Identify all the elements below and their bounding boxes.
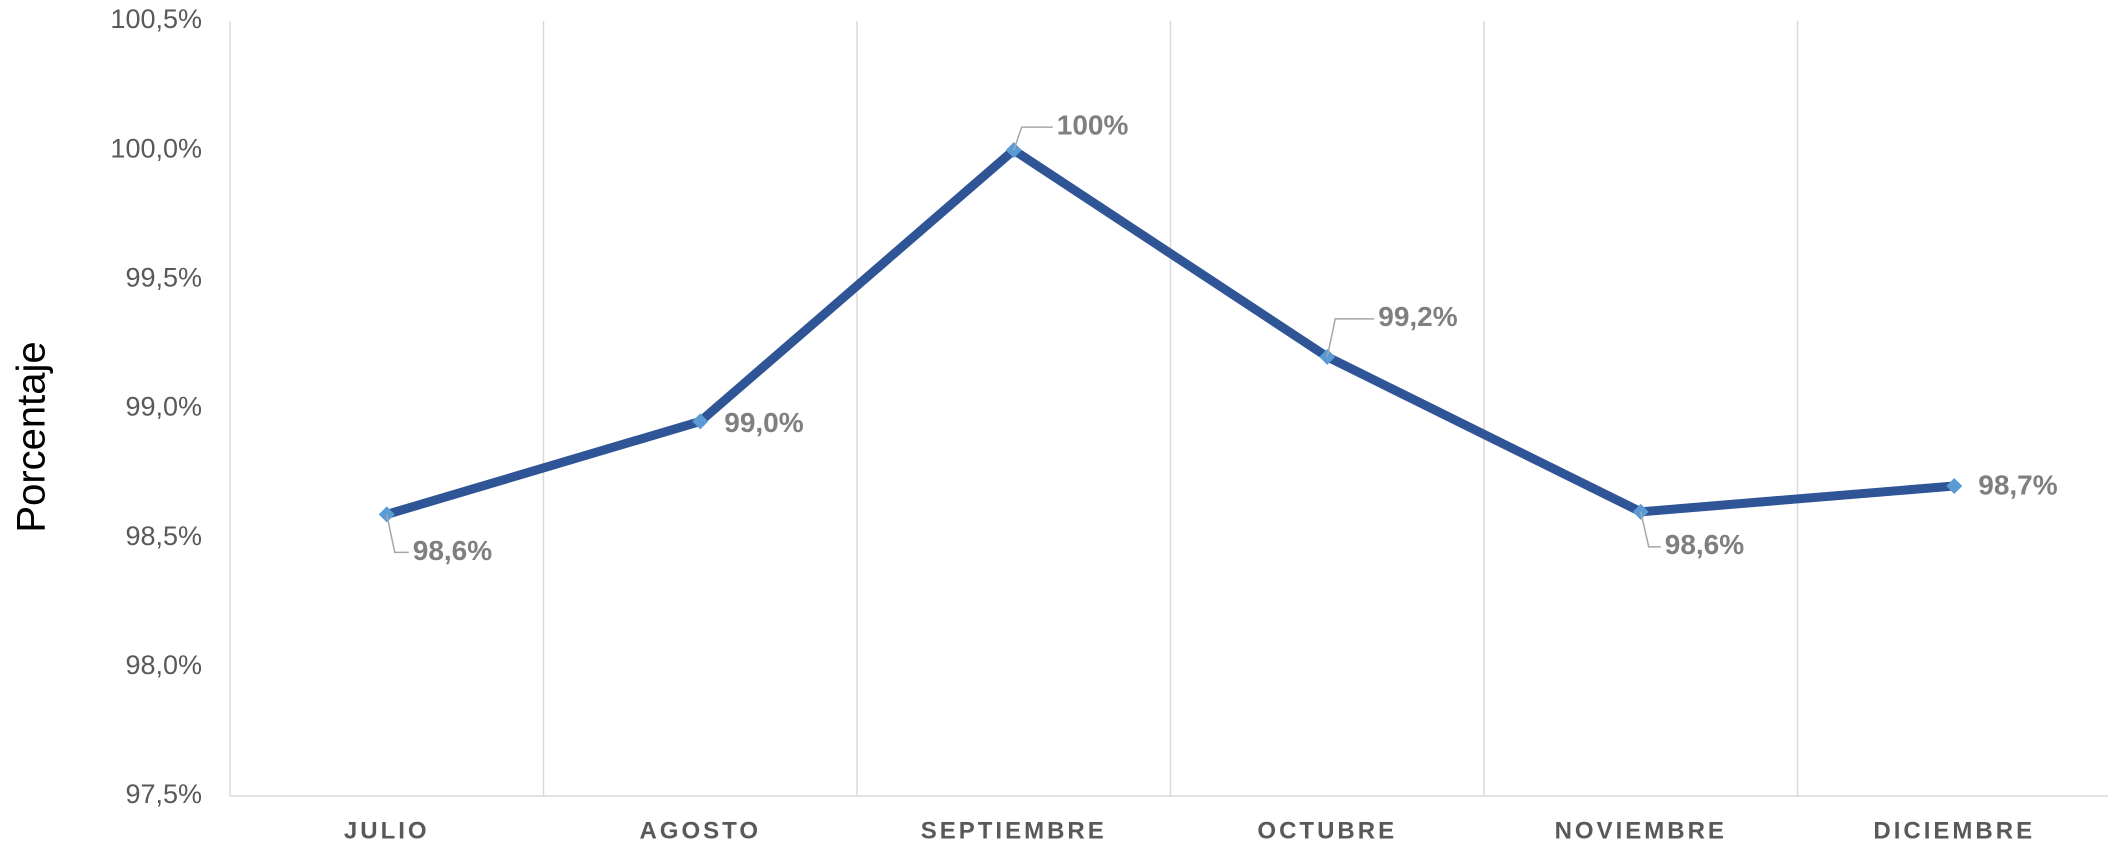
y-axis-title: Porcentaje <box>10 341 54 532</box>
leader-line <box>1640 511 1661 548</box>
x-tick-label: JULIO <box>344 817 430 844</box>
marker <box>692 413 709 430</box>
data-label: 99,2% <box>1378 301 1457 332</box>
y-tick-label: 100,0% <box>110 133 202 163</box>
leader-line <box>1013 126 1053 151</box>
data-line <box>385 145 1955 519</box>
data-label: 99,0% <box>724 407 803 438</box>
y-tick-label: 99,5% <box>125 262 202 292</box>
x-tick-label: OCTUBRE <box>1257 817 1397 844</box>
leader-line <box>386 514 409 554</box>
y-tick-label: 97,5% <box>125 779 202 809</box>
data-label: 98,6% <box>1665 529 1744 560</box>
x-tick-label: NOVIEMBRE <box>1555 817 1727 844</box>
x-tick-label: DICIEMBRE <box>1873 817 2035 844</box>
x-tick-label: AGOSTO <box>639 817 761 844</box>
data-label: 100% <box>1057 110 1129 141</box>
marker <box>1632 503 1649 520</box>
y-tick-label: 98,0% <box>125 650 202 680</box>
data-label: 98,7% <box>1978 469 2057 500</box>
x-tick-label: SEPTIEMBRE <box>921 817 1107 844</box>
data-label: 98,6% <box>413 535 492 566</box>
y-tick-label: 99,0% <box>125 392 202 422</box>
marker <box>1946 478 1963 494</box>
y-tick-label: 98,5% <box>125 521 202 551</box>
leader-line <box>1326 318 1375 357</box>
y-tick-label: 100,5% <box>110 4 202 34</box>
